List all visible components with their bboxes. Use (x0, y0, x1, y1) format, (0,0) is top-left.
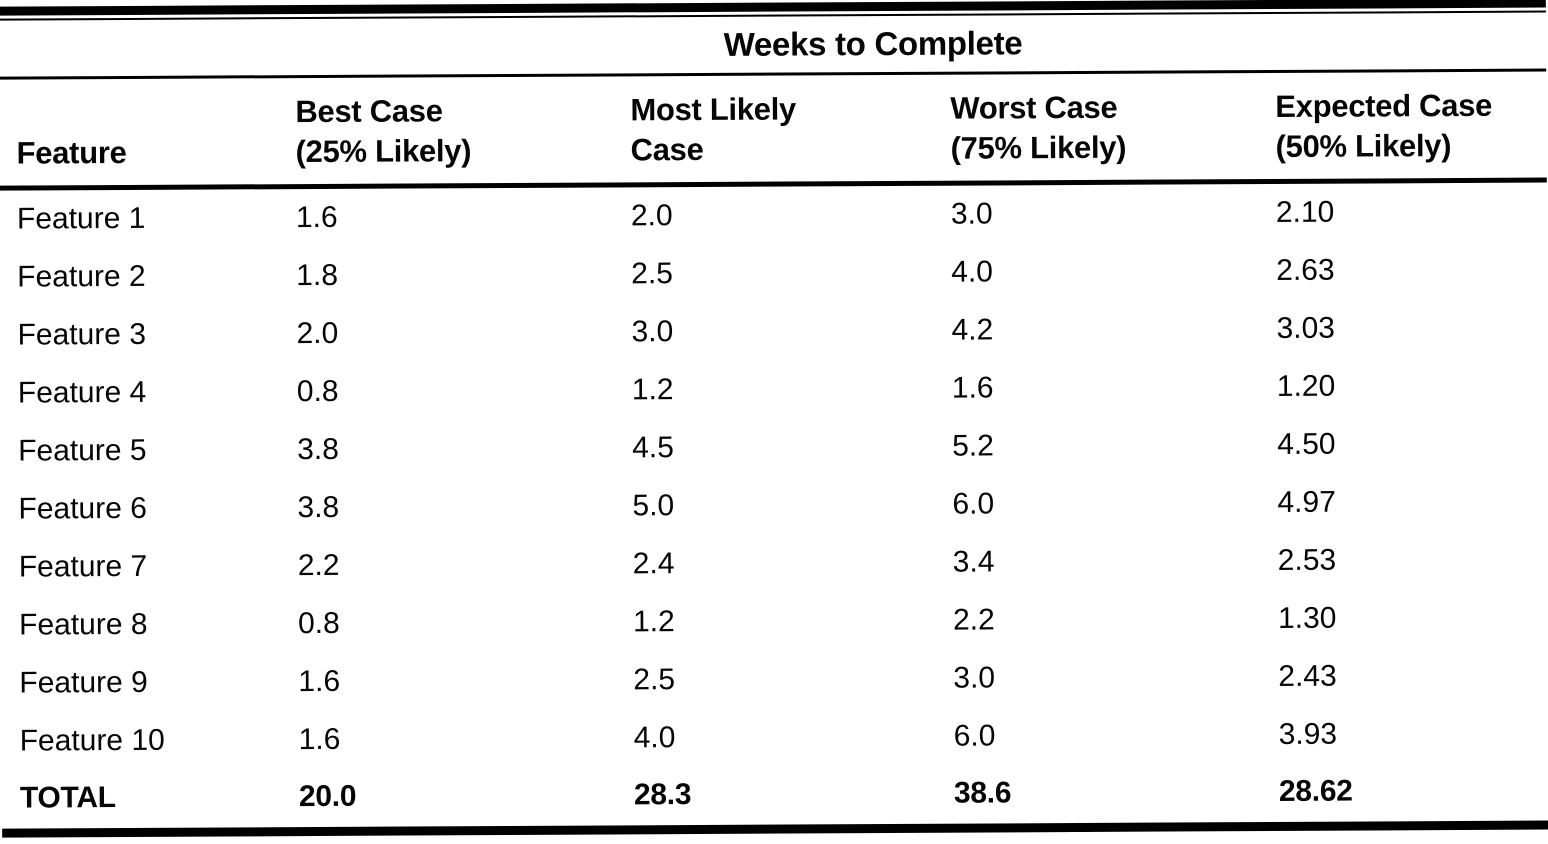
best-case-cell: 2.0 (296, 316, 339, 351)
feature-cell: Feature 9 (19, 665, 148, 700)
total-worst-case: 38.6 (953, 776, 1012, 810)
table-row: Feature 5 3.8 4.5 5.2 4.50 (0, 415, 1548, 481)
feature-cell: Feature 7 (18, 549, 148, 584)
best-case-cell: 1.8 (296, 258, 339, 293)
expected-case-cell: 1.30 (1277, 601, 1337, 635)
total-most-likely: 28.3 (633, 778, 692, 812)
spanner-header-row: Weeks to Complete (0, 13, 1546, 77)
feature-cell: Feature 3 (17, 317, 147, 352)
total-best-case: 20.0 (298, 779, 357, 814)
most-likely-cell: 2.5 (631, 257, 674, 291)
best-case-cell: 3.8 (297, 432, 339, 467)
best-case-cell: 1.6 (295, 200, 338, 235)
total-row: TOTAL 20.0 28.3 38.6 28.62 (2, 763, 1548, 827)
best-case-cell: 3.8 (297, 490, 340, 525)
best-case-cell: 0.8 (297, 606, 340, 641)
column-header-most-likely: Most Likely Case (630, 75, 951, 183)
most-likely-cell: 1.2 (631, 373, 674, 407)
worst-case-cell: 2.2 (952, 603, 995, 637)
feature-cell: Feature 4 (17, 375, 147, 410)
expected-case-cell: 3.03 (1276, 311, 1336, 345)
best-case-cell: 2.2 (297, 548, 340, 583)
feature-cell: Feature 5 (18, 433, 147, 468)
column-header-worst-case: Worst Case (75% Likely) (950, 73, 1276, 181)
expected-case-cell: 4.50 (1277, 427, 1336, 461)
best-case-cell: 1.6 (298, 664, 341, 699)
column-header-row: Feature Best Case (25% Likely) Most Like… (0, 72, 1547, 186)
most-likely-cell: 4.0 (633, 721, 676, 755)
feature-cell: Feature 1 (16, 201, 146, 236)
feature-cell: Feature 8 (18, 607, 148, 642)
feature-cell: Feature 10 (19, 723, 165, 758)
expected-case-cell: 2.63 (1276, 253, 1335, 287)
most-likely-cell: 3.0 (631, 315, 674, 349)
worst-case-cell: 6.0 (953, 719, 996, 753)
worst-case-cell: 6.0 (952, 487, 995, 521)
worst-case-cell: 3.0 (950, 197, 993, 231)
table-row: Feature 8 0.8 1.2 2.2 1.30 (1, 589, 1548, 655)
header-line-2: (25% Likely) (295, 133, 472, 170)
expected-case-cell: 1.20 (1276, 369, 1336, 403)
header-line-2: (75% Likely) (950, 129, 1127, 166)
worst-case-cell: 5.2 (952, 429, 994, 463)
spanner-spacer (16, 47, 295, 48)
total-expected-case: 28.62 (1278, 774, 1353, 808)
column-header-best-case: Best Case (25% Likely) (295, 76, 631, 184)
feature-cell: Feature 2 (17, 259, 146, 294)
column-header-expected-case: Expected Case (50% Likely) (1275, 72, 1547, 179)
most-likely-cell: 2.5 (633, 663, 676, 697)
header-line-1: Worst Case (950, 89, 1118, 126)
worst-case-cell: 4.2 (951, 313, 994, 347)
best-case-cell: 0.8 (296, 374, 339, 409)
header-line-2: Feature (16, 134, 127, 171)
table-row: Feature 4 0.8 1.2 1.6 1.20 (0, 357, 1548, 423)
expected-case-cell: 2.10 (1275, 195, 1335, 229)
table-row: Feature 7 2.2 2.4 3.4 2.53 (1, 531, 1548, 597)
table-row: Feature 3 2.0 3.0 4.2 3.03 (0, 299, 1548, 365)
expected-case-cell: 3.93 (1278, 717, 1338, 751)
worst-case-cell: 4.0 (951, 255, 994, 289)
table-row: Feature 9 1.6 2.5 3.0 2.43 (1, 647, 1548, 713)
table-row: Feature 10 1.6 4.0 6.0 3.93 (2, 705, 1548, 771)
table-row: Feature 1 1.6 2.0 3.0 2.10 (0, 183, 1547, 249)
most-likely-cell: 5.0 (632, 489, 675, 523)
table-row: Feature 6 3.8 5.0 6.0 4.97 (0, 473, 1548, 539)
total-label: TOTAL (19, 781, 116, 815)
expected-case-cell: 4.97 (1277, 485, 1336, 519)
worst-case-cell: 3.0 (953, 661, 996, 695)
expected-case-cell: 2.43 (1278, 659, 1337, 693)
most-likely-cell: 2.4 (632, 547, 675, 581)
header-line-2: Case (630, 131, 704, 168)
worst-case-cell: 1.6 (951, 371, 994, 405)
header-line-1: Most Likely (630, 91, 797, 128)
most-likely-cell: 4.5 (632, 431, 674, 465)
header-line-1: Expected Case (1275, 87, 1493, 124)
feature-cell: Feature 6 (18, 491, 147, 526)
worst-case-cell: 3.4 (952, 545, 995, 579)
header-line-2: (50% Likely) (1275, 128, 1452, 164)
most-likely-cell: 1.2 (632, 605, 675, 639)
most-likely-cell: 2.0 (630, 199, 673, 233)
column-header-feature: Feature (16, 78, 296, 185)
expected-case-cell: 2.53 (1277, 543, 1337, 577)
best-case-cell: 1.6 (298, 722, 341, 757)
header-line-1: Best Case (295, 93, 443, 130)
table-title: Weeks to Complete (723, 24, 1023, 63)
table-row: Feature 2 1.8 2.5 4.0 2.63 (0, 241, 1547, 307)
